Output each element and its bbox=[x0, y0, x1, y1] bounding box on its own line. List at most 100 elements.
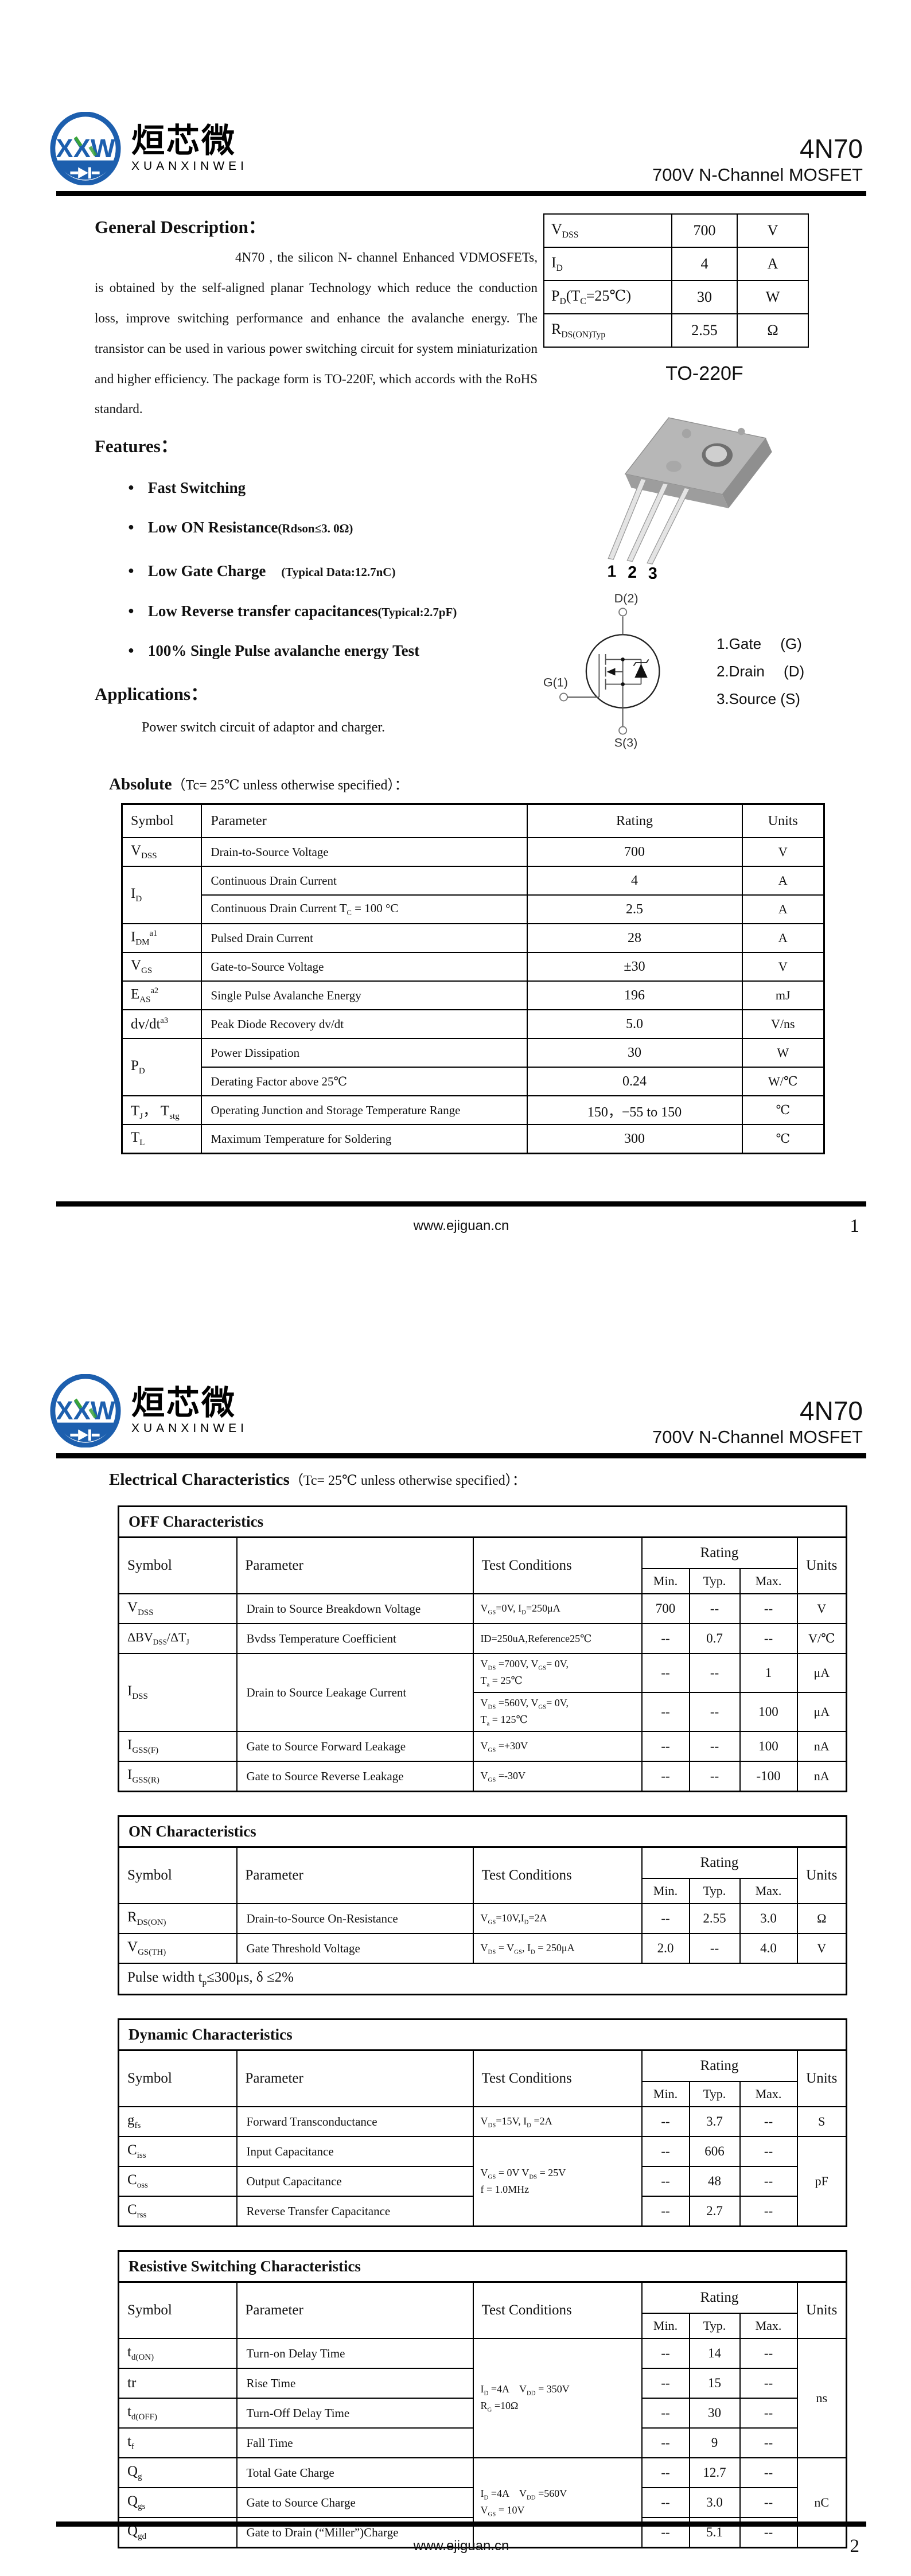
column-header: Symbol bbox=[118, 2281, 238, 2339]
table-subheader-row: Min. Typ. Max. bbox=[119, 2081, 847, 2107]
typ-cell: 5.1 bbox=[688, 2517, 741, 2548]
resistive-switching-table: Resistive Switching Characteristics Symb… bbox=[118, 2250, 847, 2548]
symbol-cell: gfs bbox=[118, 2106, 238, 2137]
max-cell: -- bbox=[739, 2196, 798, 2227]
symbol-cell: Ciss bbox=[118, 2136, 238, 2167]
typ-cell: -- bbox=[688, 1692, 741, 1732]
table-row: IDMa1 Pulsed Drain Current 28 A bbox=[121, 923, 825, 953]
footer-divider bbox=[56, 1201, 866, 1207]
applications-text: Power switch circuit of adaptor and char… bbox=[142, 720, 386, 736]
column-header: Units bbox=[796, 2281, 847, 2339]
spec-value: 700 bbox=[671, 213, 738, 248]
table-row: TL Maximum Temperature for Soldering 300 ℃ bbox=[121, 1124, 825, 1154]
spec-value: 4 bbox=[671, 247, 738, 281]
section-title: OFF Characteristics bbox=[118, 1505, 847, 1538]
pin-number-3: 3 bbox=[648, 565, 657, 579]
column-header: Rating bbox=[641, 1536, 798, 1569]
min-cell: -- bbox=[641, 2427, 690, 2458]
company-logo: XXW 烜芯微 XUANXINWEI bbox=[49, 112, 248, 185]
typ-cell: -- bbox=[688, 1653, 741, 1693]
units-cell: μA bbox=[796, 1692, 847, 1732]
column-header: Units bbox=[796, 1536, 847, 1594]
conditions-cell: VGS = 0V VDS = 25V f = 1.0MHz bbox=[472, 2136, 643, 2227]
spec-unit: A bbox=[737, 247, 809, 281]
conditions-cell: VGS=0V, ID=250μA bbox=[472, 1593, 643, 1624]
footer-website: www.ejiguan.cn bbox=[413, 2538, 509, 2554]
parameter-cell: Drain to Source Leakage Current bbox=[236, 1653, 474, 1732]
gate-label: G(1) bbox=[543, 675, 568, 689]
parameter-cell: Forward Transconductance bbox=[236, 2106, 474, 2137]
min-cell: -- bbox=[641, 2457, 690, 2488]
column-header: Units bbox=[796, 1846, 847, 1904]
column-header: Max. bbox=[739, 1568, 798, 1594]
units-cell: μA bbox=[796, 1653, 847, 1693]
pin-list-gate: 1.Gate (G) bbox=[717, 635, 802, 652]
min-cell: -- bbox=[641, 1623, 690, 1654]
table-row: Crss Reverse Transfer Capacitance -- 2.7 -- bbox=[118, 2196, 847, 2227]
column-header: Typ. bbox=[688, 1878, 741, 1904]
rating-cell: 30 bbox=[526, 1038, 743, 1068]
column-header: Max. bbox=[739, 2081, 798, 2107]
page-number: 1 bbox=[850, 1216, 860, 1236]
parameter-cell: Gate-to-Source Voltage bbox=[200, 952, 528, 982]
symbol-cell: PD bbox=[121, 1038, 202, 1096]
package-label: TO-220F bbox=[665, 363, 743, 384]
left-column: General Description： 4N70 , the silicon … bbox=[95, 205, 538, 757]
parameter-cell: Turn-Off Delay Time bbox=[236, 2398, 474, 2429]
parameter-cell: Peak Diode Recovery dv/dt bbox=[200, 1009, 528, 1039]
symbol-cell: VGS(TH) bbox=[118, 1933, 238, 1964]
table-row: tr Rise Time -- 15 -- bbox=[118, 2368, 847, 2399]
company-name-en: XUANXINWEI bbox=[131, 159, 248, 173]
parameter-cell: Fall Time bbox=[236, 2427, 474, 2458]
typ-cell: -- bbox=[688, 1593, 741, 1624]
parameter-cell: Power Dissipation bbox=[200, 1038, 528, 1068]
table-row: VDSS Drain-to-Source Voltage 700 V bbox=[121, 837, 825, 867]
parameter-cell: Total Gate Charge bbox=[236, 2457, 474, 2488]
feature-text: 100% Single Pulse avalanche energy Test bbox=[147, 642, 420, 660]
column-header: Parameter bbox=[200, 803, 528, 838]
company-logo: XXW 烜芯微 XUANXINWEI bbox=[49, 1374, 248, 1447]
spec-unit: V bbox=[737, 213, 809, 248]
spec-name: ID bbox=[543, 247, 672, 281]
on-characteristics-table: ON Characteristics Symbol Parameter Test… bbox=[118, 1815, 847, 1995]
section-title-row: Dynamic Characteristics bbox=[118, 2018, 847, 2051]
symbol-cell: EASa2 bbox=[121, 980, 202, 1010]
pin-number-1: 1 bbox=[608, 562, 617, 579]
column-header: Min. bbox=[641, 2081, 690, 2107]
doc-title-block: 4N70 700V N-Channel MOSFET bbox=[652, 134, 863, 185]
symbol-cell: td(OFF) bbox=[118, 2398, 238, 2429]
table-row: EASa2 Single Pulse Avalanche Energy 196 mJ bbox=[121, 980, 825, 1010]
table-row: Continuous Drain Current TC = 100 °C 2.5 A bbox=[122, 894, 825, 924]
table-row: td(ON) Turn-on Delay Time ID =4A VDD = 350… bbox=[118, 2338, 847, 2458]
symbol-cell: TJ， Tstg bbox=[121, 1095, 202, 1125]
general-description-heading: General Description： bbox=[95, 217, 266, 237]
symbol-cell: td(ON) bbox=[118, 2338, 238, 2369]
electrical-characteristics-heading: Electrical Characteristics（Tc= 25℃ unles… bbox=[109, 1469, 911, 1489]
units-cell: nC bbox=[796, 2457, 847, 2548]
units-cell: nA bbox=[796, 1761, 847, 1792]
spec-unit: W bbox=[737, 280, 809, 314]
table-row: VGS(TH) Gate Threshold Voltage VDS = VGS, … bbox=[118, 1933, 847, 1964]
units-cell: W bbox=[741, 1038, 825, 1068]
page-1: XXW 烜芯微 XUANXINWEI 4N70 700V N-Channel M… bbox=[49, 112, 866, 1236]
min-cell: 2.0 bbox=[641, 1933, 690, 1964]
symbol-cell: Crss bbox=[118, 2196, 238, 2227]
units-cell: mJ bbox=[741, 980, 825, 1010]
table-row: PD Power Dissipation 30 W bbox=[121, 1038, 825, 1096]
header-divider bbox=[56, 191, 866, 196]
symbol-cell: Coss bbox=[118, 2166, 238, 2197]
feature-note: (Rdson≤3. 0Ω) bbox=[278, 522, 353, 536]
units-cell: V bbox=[741, 837, 825, 867]
column-header: Units bbox=[796, 2049, 847, 2107]
min-cell: -- bbox=[641, 1761, 690, 1792]
feature-text: Low ON Resistance bbox=[147, 519, 278, 536]
table-row: ID 4 A bbox=[543, 247, 809, 281]
typ-cell: 3.0 bbox=[688, 2487, 741, 2518]
table-row: IGSS(R) Gate to Source Reverse Leakage VGS… bbox=[118, 1761, 847, 1792]
table-row: Derating Factor above 25℃ 0.24 W/℃ bbox=[122, 1067, 825, 1096]
table-row: Coss Output Capacitance -- 48 -- bbox=[118, 2166, 847, 2197]
logo-icon: XXW bbox=[50, 1374, 121, 1447]
conditions-cell: ID=250uA,Reference25℃ bbox=[472, 1623, 643, 1654]
column-header: Max. bbox=[739, 1878, 798, 1904]
